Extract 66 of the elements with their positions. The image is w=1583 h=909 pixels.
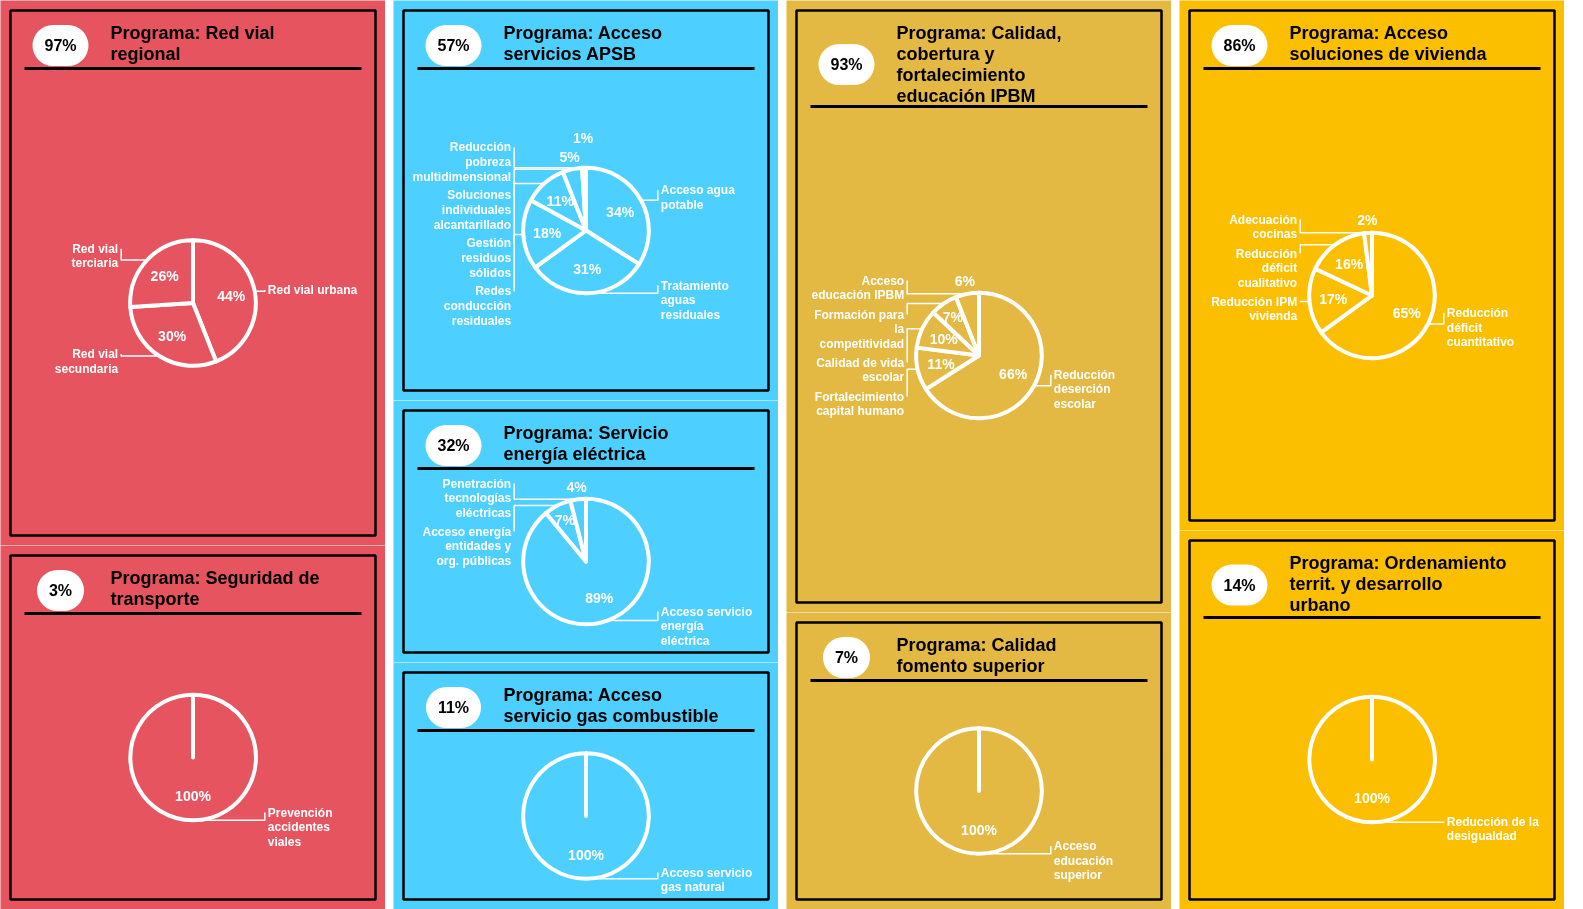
slice-label: Fortalecimiento capital humano bbox=[814, 389, 905, 419]
chart-title: Programa: Acceso soluciones de vivienda bbox=[1289, 22, 1488, 64]
slice-label: Tratamiento aguas residuales bbox=[660, 278, 729, 322]
data-label: 4% bbox=[566, 478, 588, 495]
data-label: 65% bbox=[1392, 305, 1422, 322]
data-label: 100% bbox=[961, 821, 998, 838]
data-label: 10% bbox=[929, 330, 959, 347]
chart-title: Programa: Servicio energía eléctrica bbox=[503, 422, 669, 464]
slice-label: Acceso servicio gas natural bbox=[660, 865, 753, 895]
chart-title: Programa: Calidad, cobertura y fortalecimiento educación IPBM bbox=[896, 22, 1062, 106]
data-label: 1% bbox=[572, 130, 594, 147]
slice-label: Reducción déficit cuantitativo bbox=[1446, 305, 1515, 350]
chart-title: Programa: Ordenamiento territ. y desarrollo urbano bbox=[1289, 552, 1507, 615]
data-label: 11% bbox=[546, 193, 575, 210]
text: 57% bbox=[437, 37, 470, 54]
text: 14% bbox=[1223, 576, 1256, 594]
slice-label: Acceso servicio energía eléctrica bbox=[660, 604, 753, 648]
text: 97% bbox=[44, 37, 77, 54]
data-label: 100% bbox=[568, 846, 605, 863]
text: 7% bbox=[834, 649, 859, 666]
slice-label: Red vial terciaria bbox=[71, 241, 119, 271]
data-label: 26% bbox=[150, 268, 180, 285]
slice-label: Prevención accidentes viales bbox=[267, 805, 333, 849]
chart-title: Programa: Calidad fomento superior bbox=[896, 634, 1057, 676]
data-label: 31% bbox=[573, 261, 602, 278]
data-label: 2% bbox=[1357, 212, 1378, 229]
data-label: 66% bbox=[999, 366, 1028, 383]
chart-title: Programa: Red vial regional bbox=[110, 22, 275, 64]
slice-label: Penetración tecnologías eléctricas bbox=[442, 476, 512, 520]
text: 11% bbox=[437, 699, 470, 716]
slice-label: Reducción de la desigualdad bbox=[1446, 814, 1540, 844]
slice-label: Reducción deserción escolar bbox=[1053, 367, 1116, 412]
text: 3% bbox=[48, 582, 73, 599]
slice-label: Formación para la competitividad bbox=[814, 307, 905, 352]
data-label: 34% bbox=[606, 203, 635, 220]
data-label: 100% bbox=[1354, 790, 1391, 807]
data-label: 5% bbox=[559, 148, 581, 165]
slice-label: Reducción IPM vivienda bbox=[1211, 294, 1298, 324]
slice-label: Red vial secundaria bbox=[54, 347, 119, 377]
data-label: 6% bbox=[954, 273, 976, 290]
text: 32% bbox=[437, 437, 470, 454]
slice-label: Reducción déficit cualitativo bbox=[1235, 246, 1298, 290]
slice-label: Reducción pobreza multidimensional bbox=[412, 140, 512, 184]
slice-label: Acceso educación superior bbox=[1053, 839, 1114, 883]
chart-title: Programa: Acceso servicio gas combustible bbox=[503, 684, 719, 726]
data-label: 16% bbox=[1335, 255, 1364, 272]
slice-label: Redes conducción residuales bbox=[443, 284, 512, 328]
data-label: 44% bbox=[217, 287, 246, 304]
slice-label: Adecuación cocinas bbox=[1229, 212, 1298, 242]
data-label: 18% bbox=[533, 224, 562, 241]
text: 86% bbox=[1223, 37, 1256, 54]
slice-label: Red vial urbana bbox=[267, 283, 358, 298]
data-label: 89% bbox=[585, 590, 614, 607]
slice-label: Acceso educación IPBM bbox=[811, 273, 905, 303]
text: 93% bbox=[830, 56, 863, 73]
chart-title: Programa: Acceso servicios APSB bbox=[503, 22, 662, 64]
slice-label: Gestión residuos sólidos bbox=[461, 236, 512, 280]
slice-label: Acceso agua potable bbox=[660, 183, 736, 212]
data-label: 17% bbox=[1319, 291, 1348, 308]
data-label: 11% bbox=[927, 356, 956, 372]
slice-label: Acceso energía entidades y org. públicas bbox=[422, 524, 512, 568]
slice-label: Calidad de vida escolar bbox=[816, 355, 905, 385]
data-label: 100% bbox=[175, 788, 212, 805]
slice-label: Soluciones individuales alcantarillado bbox=[433, 188, 512, 232]
data-label: 30% bbox=[158, 327, 187, 344]
chart-title: Programa: Seguridad de transporte bbox=[110, 567, 320, 609]
